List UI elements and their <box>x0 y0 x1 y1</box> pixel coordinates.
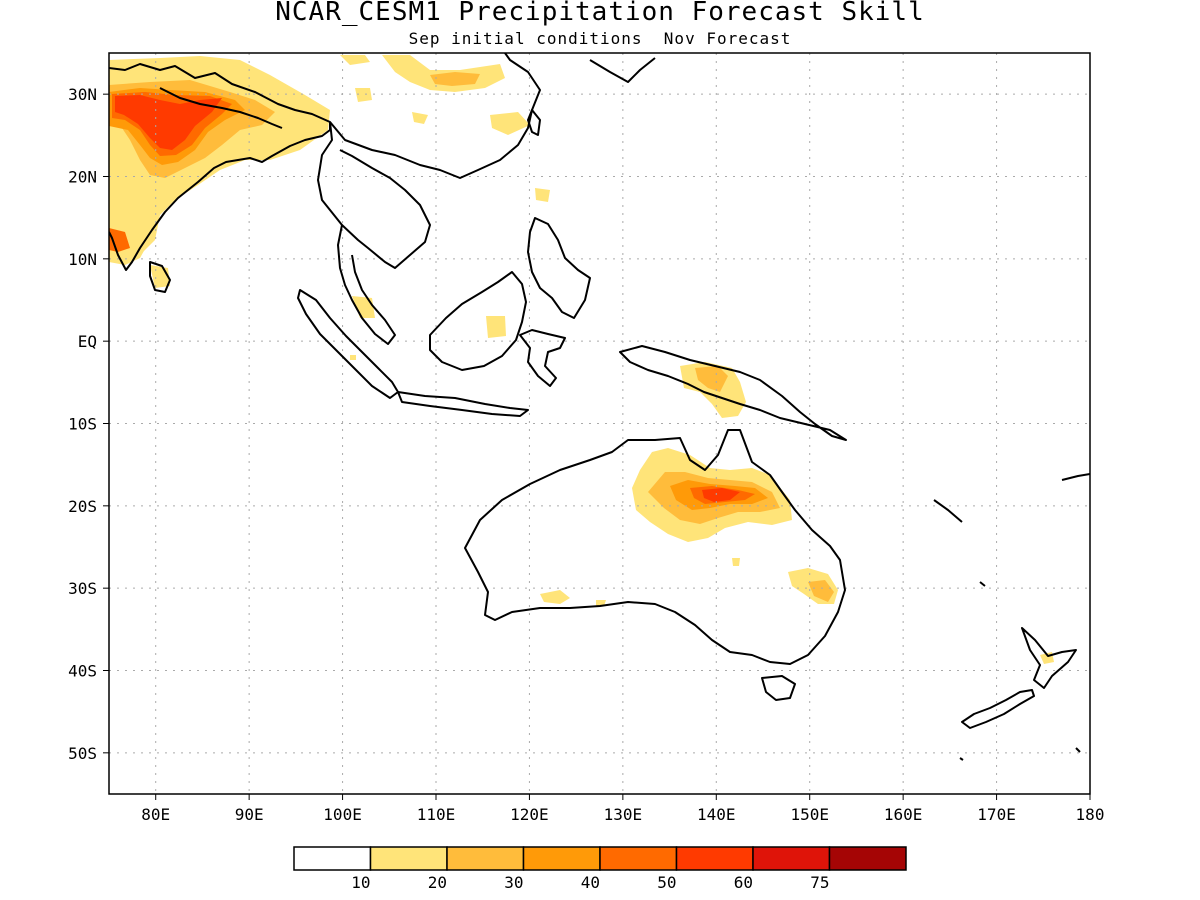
tick-label-lon-90: 90E <box>235 805 264 824</box>
tick-label-lat--10: 10S <box>68 415 97 434</box>
coast-japan <box>589 57 656 83</box>
colorbar-bin-3 <box>522 846 601 871</box>
tick-label-lon-160: 160E <box>884 805 923 824</box>
colorbar-label-10: 10 <box>351 873 370 892</box>
tick-label-lon-180: 180 <box>1076 805 1105 824</box>
chart-title: NCAR_CESM1 Precipitation Forecast Skill <box>275 0 925 27</box>
coast-borneo <box>429 271 527 371</box>
coast-new-guinea <box>619 345 847 441</box>
colorbar-label-60: 60 <box>734 873 753 892</box>
colorbar-legend: 10 20 30 40 50 60 75 <box>293 846 907 892</box>
tick-label-lat-30: 30N <box>68 85 97 104</box>
coast-tasmania <box>761 675 796 701</box>
coast-malay-peninsula <box>337 224 396 345</box>
skill-contour-luzon-10 <box>535 188 550 202</box>
skill-contour-tibet-north-10 <box>340 55 370 65</box>
colorbar-bin-7 <box>828 846 907 871</box>
colorbar-label-50: 50 <box>657 873 676 892</box>
tick-label-lon-80: 80E <box>141 805 170 824</box>
tick-label-lat-20: 20N <box>68 168 97 187</box>
colorbar-label-40: 40 <box>581 873 600 892</box>
coast-sulawesi <box>519 329 566 387</box>
skill-contour-queensland-50 <box>702 488 740 502</box>
colorbar-bin-0 <box>293 846 372 871</box>
coast-sri-lanka <box>149 261 171 293</box>
tick-label-lon-110: 110E <box>417 805 456 824</box>
skill-contour-central-australia-10 <box>732 558 740 566</box>
skill-contour-china-west-10 <box>355 88 372 102</box>
coast-india-nepal-border <box>159 87 283 129</box>
colorbar-bin-6 <box>752 846 831 871</box>
colorbar-bin-1 <box>369 846 448 871</box>
coast-islands-pacific <box>933 473 1090 761</box>
coast-taiwan <box>527 109 541 136</box>
skill-contour-china-south-10 <box>412 112 428 124</box>
tick-label-lat-0: EQ <box>78 332 97 351</box>
coast-java <box>397 391 529 417</box>
coast-nz-south <box>961 689 1035 729</box>
tick-label-lon-100: 100E <box>323 805 362 824</box>
coast-nz-north <box>1021 627 1077 689</box>
tick-label-lon-170: 170E <box>977 805 1016 824</box>
colorbar-label-30: 30 <box>504 873 523 892</box>
tick-label-lon-120: 120E <box>510 805 549 824</box>
tick-label-lon-150: 150E <box>790 805 829 824</box>
tick-label-lat--20: 20S <box>68 497 97 516</box>
coast-philippines <box>527 217 591 319</box>
skill-shading <box>109 55 1054 664</box>
skill-contour-china-north-20 <box>430 72 480 86</box>
skill-contour-china-east-10 <box>490 112 530 135</box>
skill-contour-new-guinea-10 <box>680 362 746 418</box>
coast-china-se <box>329 53 541 179</box>
colorbar-label-20: 20 <box>428 873 447 892</box>
coast-sumatra <box>297 289 399 399</box>
skill-contour-sumatra-dot-10 <box>350 355 356 360</box>
colorbar-bin-4 <box>599 846 678 871</box>
skill-contour-new-guinea-20 <box>695 366 728 392</box>
colorbar-bin-5 <box>675 846 754 871</box>
chart-subtitle: Sep initial conditions Nov Forecast <box>408 29 792 48</box>
colorbar-label-75: 75 <box>810 873 829 892</box>
axis-ticks: 80E 90E 100E 110E 120E 130E 140E 150E 160E 170E 18… <box>68 85 1104 824</box>
tick-label-lon-130: 130E <box>604 805 643 824</box>
tick-label-lat--30: 30S <box>68 579 97 598</box>
tick-label-lat--50: 50S <box>68 744 97 763</box>
coast-asia-mainland <box>109 63 331 271</box>
colorbar-bin-2 <box>446 846 525 871</box>
tick-label-lon-140: 140E <box>697 805 736 824</box>
skill-contour-nsw-20 <box>808 580 834 602</box>
coastlines <box>109 53 1090 761</box>
tick-label-lat--40: 40S <box>68 662 97 681</box>
coast-australia <box>464 429 846 665</box>
tick-label-lat-10: 10N <box>68 250 97 269</box>
gridlines <box>109 53 1090 794</box>
skill-contour-india-tibet-50 <box>115 95 222 150</box>
skill-contour-south-australia-10 <box>540 590 570 604</box>
coast-indochina <box>317 121 431 269</box>
skill-contour-borneo-10 <box>486 316 506 338</box>
